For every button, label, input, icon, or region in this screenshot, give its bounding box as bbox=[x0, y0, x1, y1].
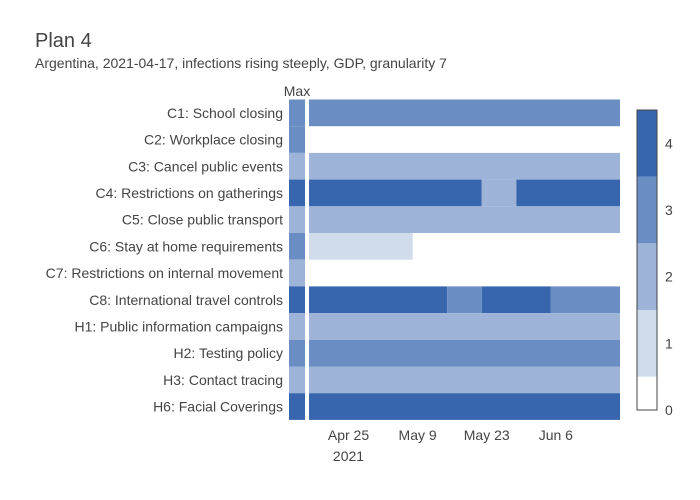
colorbar-band bbox=[637, 176, 657, 244]
colorbar-band bbox=[637, 310, 657, 377]
max-cell bbox=[289, 99, 305, 127]
row-label: H6: Facial Coverings bbox=[153, 399, 283, 415]
heat-cell bbox=[309, 313, 620, 340]
colorbar-tick-label: 4 bbox=[665, 135, 673, 151]
max-cell bbox=[289, 286, 305, 314]
heat-cell bbox=[309, 179, 482, 207]
heat-cell bbox=[309, 366, 620, 394]
row-label: C8: International travel controls bbox=[89, 292, 283, 308]
max-cell bbox=[289, 366, 305, 394]
row-label: H2: Testing policy bbox=[174, 345, 283, 361]
x-tick-label: May 9 bbox=[399, 427, 437, 443]
row-label: C6: Stay at home requirements bbox=[89, 238, 283, 254]
x-tick-label: Jun 6 bbox=[539, 427, 573, 443]
colorbar-outline bbox=[636, 109, 658, 411]
heat-cell bbox=[481, 286, 551, 314]
chart-subtitle: Argentina, 2021-04-17, infections rising… bbox=[35, 55, 447, 71]
heat-cell bbox=[550, 286, 620, 314]
heat-cell bbox=[309, 233, 413, 260]
colorbar-tick-label: 3 bbox=[665, 202, 673, 218]
heat-cell bbox=[447, 286, 482, 314]
chart-title: Plan 4 bbox=[35, 30, 92, 52]
heat-cell bbox=[309, 152, 620, 180]
x-tick-label: May 23 bbox=[464, 427, 510, 443]
colorbar-band bbox=[637, 376, 657, 410]
row-label: C7: Restrictions on internal movement bbox=[46, 265, 283, 281]
colorbar-tick-label: 0 bbox=[665, 402, 673, 418]
max-cell bbox=[289, 126, 305, 153]
x-tick-label: Apr 25 bbox=[328, 427, 369, 443]
max-cell bbox=[289, 206, 305, 233]
max-cell bbox=[289, 152, 305, 180]
max-cell bbox=[289, 393, 305, 420]
heat-cell bbox=[309, 286, 448, 314]
colorbar-tick-label: 2 bbox=[665, 269, 673, 285]
row-label: C2: Workplace closing bbox=[144, 132, 283, 148]
heat-cell bbox=[309, 339, 620, 367]
max-column-label: Max bbox=[284, 83, 310, 99]
heat-cell bbox=[309, 99, 620, 127]
heat-cell bbox=[481, 179, 517, 207]
row-label: C3: Cancel public events bbox=[128, 158, 283, 174]
heat-cell bbox=[516, 179, 620, 207]
heat-cell bbox=[309, 206, 620, 233]
x-tick-sublabel: 2021 bbox=[333, 448, 364, 464]
max-cell bbox=[289, 259, 305, 287]
colorbar-band bbox=[637, 243, 657, 310]
max-cell bbox=[289, 233, 305, 260]
colorbar-band bbox=[637, 110, 657, 177]
row-label: C5: Close public transport bbox=[122, 212, 283, 228]
row-label: C4: Restrictions on gatherings bbox=[95, 185, 283, 201]
heat-cell bbox=[309, 393, 620, 420]
max-cell bbox=[289, 339, 305, 367]
max-cell bbox=[289, 313, 305, 340]
max-cell bbox=[289, 179, 305, 207]
row-label: C1: School closing bbox=[167, 105, 283, 121]
row-label: H1: Public information campaigns bbox=[74, 318, 283, 334]
colorbar-tick-label: 1 bbox=[665, 335, 673, 351]
row-label: H3: Contact tracing bbox=[163, 372, 283, 388]
